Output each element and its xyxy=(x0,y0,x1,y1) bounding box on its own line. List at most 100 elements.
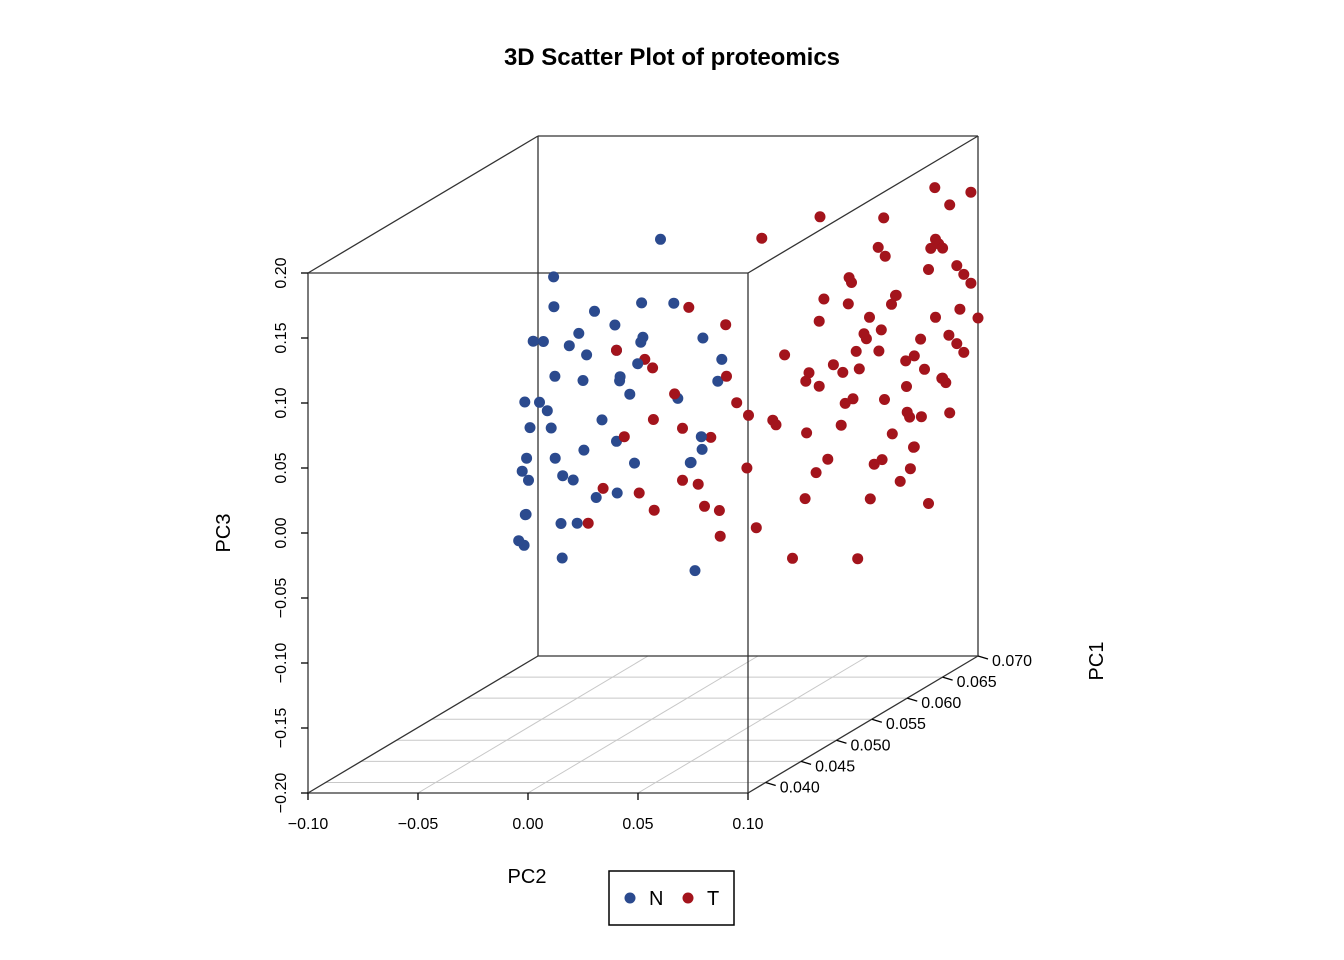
y-axis-tick xyxy=(871,718,883,723)
data-point-t xyxy=(647,362,659,374)
z-tick-label: −0.05 xyxy=(273,578,290,619)
box-edge xyxy=(747,655,979,794)
data-point-n xyxy=(516,465,528,477)
data-point-t xyxy=(714,530,726,542)
data-point-n xyxy=(545,422,557,434)
y-tick-label: 0.050 xyxy=(850,737,890,754)
data-point-t xyxy=(937,242,949,254)
data-point-n xyxy=(589,305,600,317)
data-point-t xyxy=(767,414,779,426)
data-point-t xyxy=(779,349,791,361)
data-point-t xyxy=(944,199,956,211)
data-point-t xyxy=(756,232,768,244)
y-tick-label: 0.060 xyxy=(921,695,961,712)
data-point-t xyxy=(923,498,934,509)
data-point-t xyxy=(958,346,970,358)
data-point-t xyxy=(741,462,753,474)
data-point-t xyxy=(699,500,710,512)
z-tick-label: −0.10 xyxy=(273,643,290,684)
data-point-t xyxy=(878,212,890,224)
data-point-n xyxy=(614,375,626,387)
z-tick-label: 0.00 xyxy=(273,517,290,548)
data-point-n xyxy=(596,414,608,426)
box-edge xyxy=(307,655,539,794)
data-point-t xyxy=(818,293,830,305)
data-point-n xyxy=(548,301,560,313)
data-point-n xyxy=(696,443,708,455)
data-point-t xyxy=(677,422,688,434)
y-axis-tick xyxy=(907,697,918,702)
data-point-t xyxy=(886,298,897,310)
y-tick-label: 0.055 xyxy=(886,716,926,733)
x-tick-label: −0.05 xyxy=(398,816,439,833)
data-point-n xyxy=(520,508,532,520)
box-edge xyxy=(307,135,539,274)
data-point-t xyxy=(864,311,875,323)
data-point-t xyxy=(669,388,681,400)
x-axis-label: PC2 xyxy=(508,866,547,888)
data-point-t xyxy=(972,312,984,324)
data-point-n xyxy=(581,349,593,361)
data-points xyxy=(513,182,984,577)
data-point-t xyxy=(901,381,912,392)
data-point-t xyxy=(648,504,660,516)
data-point-t xyxy=(803,367,815,379)
floor-grid xyxy=(307,655,979,794)
data-point-n xyxy=(695,431,707,443)
axes: −0.10 −0.05 0.00 0.05 0.10 0.040 0.045 0.050 0.0… xyxy=(273,257,1032,833)
data-point-t xyxy=(705,431,717,443)
chart-title: 3D Scatter Plot of proteomics xyxy=(504,44,840,71)
legend: N T xyxy=(608,870,735,926)
data-point-t xyxy=(879,250,891,262)
data-point-t xyxy=(787,552,798,564)
data-point-t xyxy=(879,394,890,405)
data-point-t xyxy=(943,329,955,341)
data-point-t xyxy=(864,493,876,505)
data-point-n xyxy=(567,474,579,486)
data-point-t xyxy=(923,264,934,275)
y-axis-tick xyxy=(836,739,847,744)
data-point-t xyxy=(915,411,927,423)
plot-box xyxy=(307,135,979,794)
data-point-t xyxy=(813,380,825,392)
data-point-t xyxy=(633,487,645,499)
z-tick-label: −0.15 xyxy=(273,708,290,749)
data-point-t xyxy=(677,474,688,486)
data-point-n xyxy=(513,535,525,547)
data-point-t xyxy=(894,475,906,487)
legend-label-n: N xyxy=(649,888,663,910)
data-point-n xyxy=(549,452,561,464)
data-point-t xyxy=(853,363,865,375)
data-point-t xyxy=(810,467,822,479)
data-point-n xyxy=(571,517,583,529)
data-point-n xyxy=(685,456,697,468)
data-point-t xyxy=(872,241,884,253)
data-point-t xyxy=(908,350,920,362)
data-point-t xyxy=(850,345,862,357)
y-axis-tick xyxy=(765,781,776,787)
data-point-t xyxy=(692,478,704,490)
y-tick-label: 0.070 xyxy=(992,653,1032,670)
data-point-t xyxy=(958,268,970,280)
z-tick-label: 0.20 xyxy=(273,257,290,288)
data-point-t xyxy=(908,441,920,453)
data-point-t xyxy=(954,303,966,315)
data-point-t xyxy=(858,328,870,340)
z-tick-label: 0.10 xyxy=(273,387,290,418)
data-point-t xyxy=(965,186,977,198)
data-point-t xyxy=(814,211,826,223)
data-point-t xyxy=(842,298,854,310)
data-point-t xyxy=(951,338,963,350)
data-point-n xyxy=(609,319,621,331)
data-point-n xyxy=(637,331,649,343)
data-point-t xyxy=(721,370,732,382)
data-point-t xyxy=(731,397,743,409)
z-tick-label: 0.05 xyxy=(273,452,290,483)
data-point-t xyxy=(647,414,659,425)
data-point-t xyxy=(929,182,941,194)
data-point-t xyxy=(930,233,941,245)
data-point-t xyxy=(951,260,963,272)
data-point-t xyxy=(876,454,888,466)
data-point-n xyxy=(689,565,701,577)
y-tick-label: 0.045 xyxy=(815,758,855,775)
